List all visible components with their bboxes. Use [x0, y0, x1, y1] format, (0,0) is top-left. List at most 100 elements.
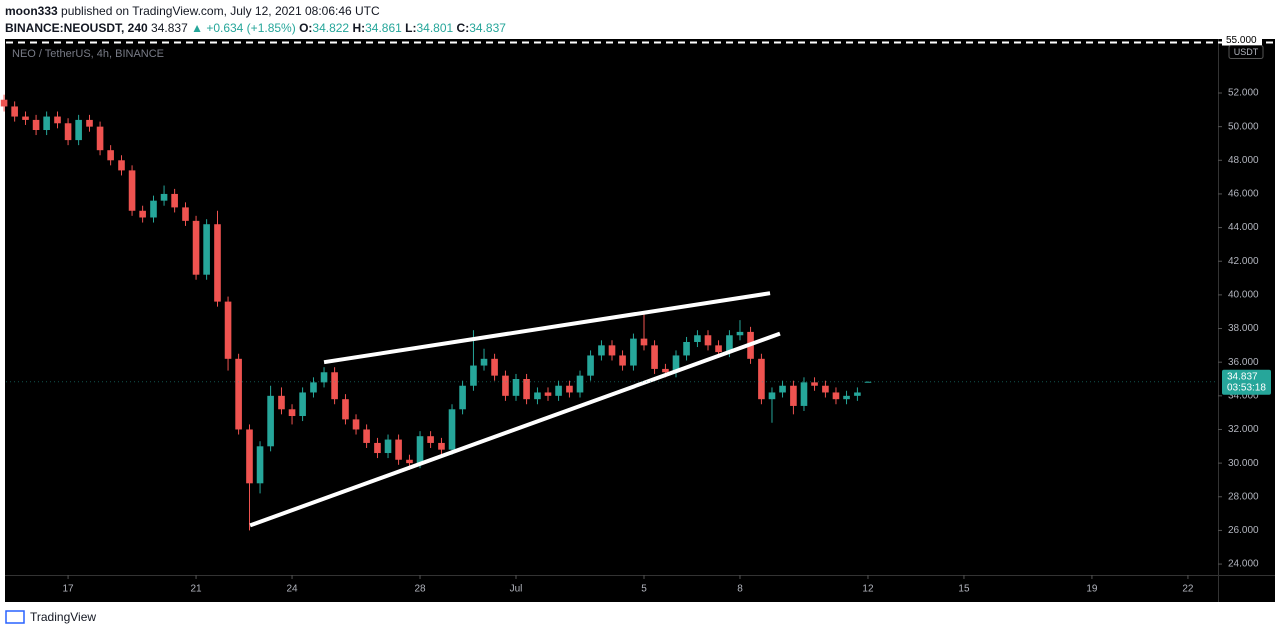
logo [5, 610, 25, 624]
candle-body [544, 392, 552, 396]
candle-body [843, 395, 850, 400]
y-tick-label: 30.000 [1228, 458, 1259, 469]
y-tick-label: 40.000 [1228, 290, 1259, 301]
candle-body [22, 116, 29, 120]
y-tick-label: 44.000 [1228, 222, 1259, 233]
candle-body [11, 106, 18, 117]
candle-body [832, 392, 840, 400]
l: 34.801 [416, 21, 454, 35]
change-value: +0.634 (+1.85%) [206, 21, 296, 35]
candle-body [651, 345, 658, 369]
candle-body [256, 446, 264, 484]
publisher: moon333 [5, 4, 58, 18]
x-tick-label: 17 [63, 584, 75, 595]
countdown: 03:53:18 [1227, 382, 1266, 393]
x-tick-label: 8 [737, 584, 743, 595]
c-label: C: [456, 21, 470, 35]
candle-body [758, 358, 765, 400]
candle-body [64, 123, 72, 141]
x-tick-label: 5 [641, 584, 647, 595]
brand: TradingView [30, 610, 96, 624]
candle-body [598, 345, 605, 356]
y-tick-label: 24.000 [1228, 559, 1259, 570]
candle-body [246, 429, 253, 484]
alert-label: 55.000 [1226, 35, 1257, 46]
candle-body [107, 150, 114, 161]
candle-body [566, 385, 573, 393]
candle-body [662, 368, 669, 373]
symbol-line: BINANCE:NEOUSDT, 240 34.837 ▲ +0.634 (+1… [5, 20, 506, 37]
candle-body [128, 170, 136, 211]
candle-body [342, 399, 349, 420]
candle-body [800, 382, 808, 406]
candle-body [576, 375, 584, 393]
candle-body [854, 392, 861, 396]
y-tick-label: 46.000 [1228, 189, 1259, 200]
currency: USDT [1234, 47, 1259, 57]
candle-body [726, 335, 733, 353]
currency-tag [1228, 45, 1264, 60]
y-tick-label: 32.000 [1228, 424, 1259, 435]
trendline [323, 291, 771, 365]
published: published on TradingView.com, July 12, 2… [61, 4, 380, 18]
candle-body [470, 365, 477, 386]
candle-body [363, 429, 370, 443]
candle-body [587, 355, 594, 376]
candle-body [768, 392, 776, 400]
candle-body [374, 442, 381, 454]
candle-body [384, 439, 392, 454]
chart-bg [5, 39, 1275, 602]
candle-body [395, 439, 402, 460]
y-tick-label: 50.000 [1228, 121, 1259, 132]
x-tick-label: Jul [510, 584, 523, 595]
candle-body [438, 442, 445, 450]
candle-body [32, 119, 40, 131]
candle-body [427, 436, 434, 443]
y-tick-label: 48.000 [1228, 155, 1259, 166]
y-tick-label: 34.000 [1228, 390, 1259, 401]
candle-body [694, 335, 701, 342]
candle-body [86, 119, 93, 127]
l-label: L: [405, 21, 417, 35]
y-tick-label: 38.000 [1228, 323, 1259, 334]
candle-body [555, 385, 562, 396]
candle-body [150, 200, 157, 218]
candle-body [822, 385, 829, 393]
candle-body [96, 126, 104, 151]
candle-body [448, 409, 456, 450]
candle-body [203, 224, 210, 275]
candle-body [704, 335, 712, 346]
candle-body [320, 372, 328, 383]
candle-body [214, 224, 221, 302]
header: moon333 published on TradingView.com, Ju… [5, 3, 506, 37]
last: 34.837 [151, 21, 188, 35]
candle-body [43, 116, 50, 131]
candle-body [811, 382, 818, 386]
candle-body [480, 358, 488, 366]
o-label: O: [299, 21, 313, 35]
symbol: BINANCE:NEOUSDT, 240 [5, 21, 148, 35]
candle-body [139, 210, 146, 218]
candle-body [267, 395, 274, 447]
h-label: H: [352, 21, 366, 35]
candle-body [416, 436, 424, 464]
candle-body [192, 220, 200, 275]
chart-title: NEO / TetherUS, 4h, BINANCE [12, 48, 164, 60]
x-tick-label: 19 [1086, 584, 1098, 595]
change: ▲ +0.634 (+1.85%) [191, 21, 296, 35]
x-tick-label: 28 [414, 584, 426, 595]
candle-body [75, 119, 82, 141]
y-tick-label: 36.000 [1228, 357, 1259, 368]
x-tick-label: 21 [190, 584, 202, 595]
x-tick-label: 22 [1182, 584, 1194, 595]
candle-body [779, 385, 786, 393]
footer: TradingView [5, 610, 96, 624]
candle-body [491, 358, 498, 376]
candle-body [502, 375, 509, 396]
candle-body [54, 116, 61, 124]
last-price: 34.837 [1227, 371, 1258, 382]
c: 34.837 [469, 21, 506, 35]
candle-body [630, 338, 637, 366]
